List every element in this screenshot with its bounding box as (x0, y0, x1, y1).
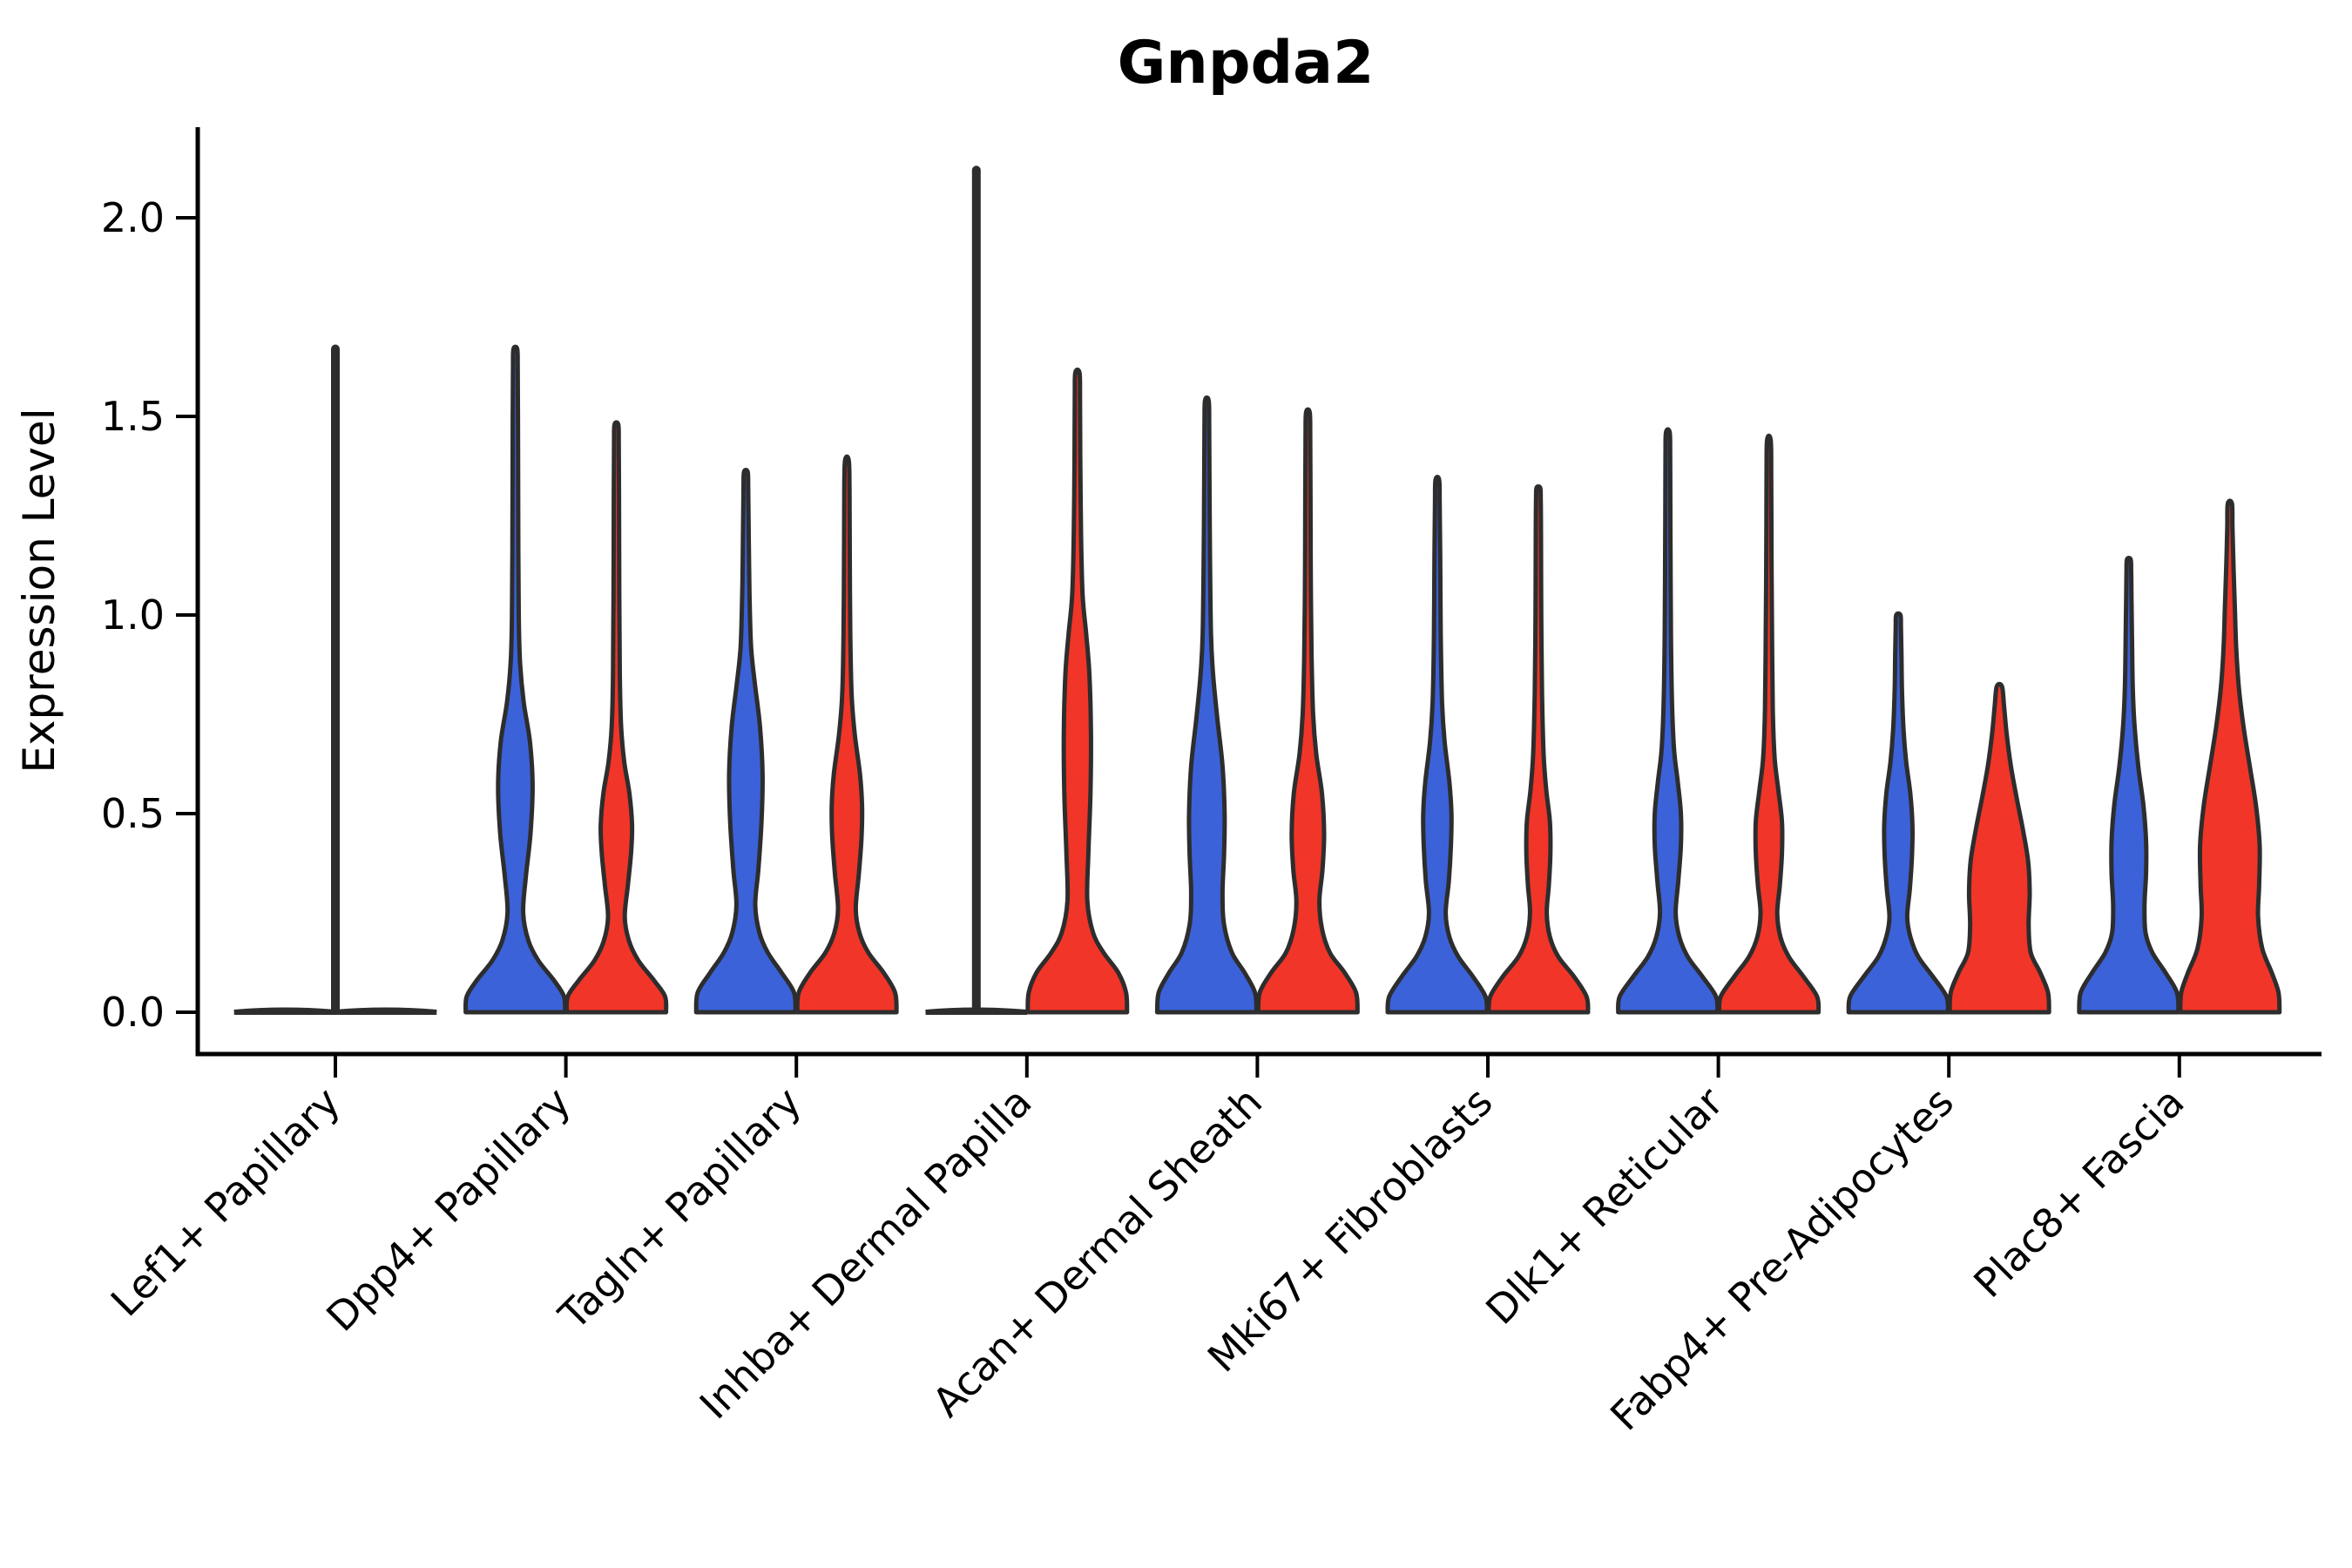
x-tick-label: Plac8+ Fascia (1964, 1078, 2193, 1307)
violin-tagln-papillary-blue (693, 468, 798, 1015)
violin-acan-dermal-sheath-blue (1154, 395, 1259, 1015)
x-tick-label: Dpp4+ Papillary (317, 1078, 579, 1341)
violin-dpp4-papillary-red (564, 420, 669, 1015)
violin-acan-dermal-sheath-red (1255, 407, 1360, 1015)
y-axis-label: Expression Level (14, 408, 64, 773)
y-tick-label: 1.0 (101, 591, 165, 639)
violin-mki67-fibroblasts-blue (1385, 475, 1490, 1015)
violin-flat-lef1-papillary-blue (233, 1007, 336, 1015)
violin-fabp4-pre-adipocytes-red (1947, 681, 2051, 1015)
violin-dpp4-papillary-blue (463, 344, 568, 1015)
violin-inhba-dermal-papilla-red (1025, 368, 1130, 1015)
y-tick-label: 0.0 (101, 989, 165, 1036)
y-tick-label: 2.0 (101, 194, 165, 241)
violin-tagln-papillary-red (794, 454, 899, 1015)
violin-fabp4-pre-adipocytes-blue (1846, 611, 1950, 1015)
x-tick-label: Dlk1+ Reticular (1477, 1078, 1732, 1334)
x-tick-label: Tagln+ Papillary (549, 1078, 810, 1340)
chart-title: Gnpda2 (1118, 29, 1375, 98)
y-tick-label: 0.5 (101, 790, 165, 837)
violin-mki67-fibroblasts-red (1486, 483, 1591, 1015)
violin-dlk1-reticular-blue (1616, 427, 1720, 1015)
violins-layer (233, 166, 2282, 1015)
y-tick-label: 1.5 (101, 393, 165, 440)
violin-flat-lef1-papillary-red (335, 1007, 437, 1015)
x-tick-label: Lef1+ Papillary (102, 1078, 349, 1326)
violin-dlk1-reticular-red (1717, 433, 1821, 1015)
violin-plac8-fascia-red (2178, 498, 2282, 1015)
violin-plac8-fascia-blue (2077, 556, 2181, 1015)
